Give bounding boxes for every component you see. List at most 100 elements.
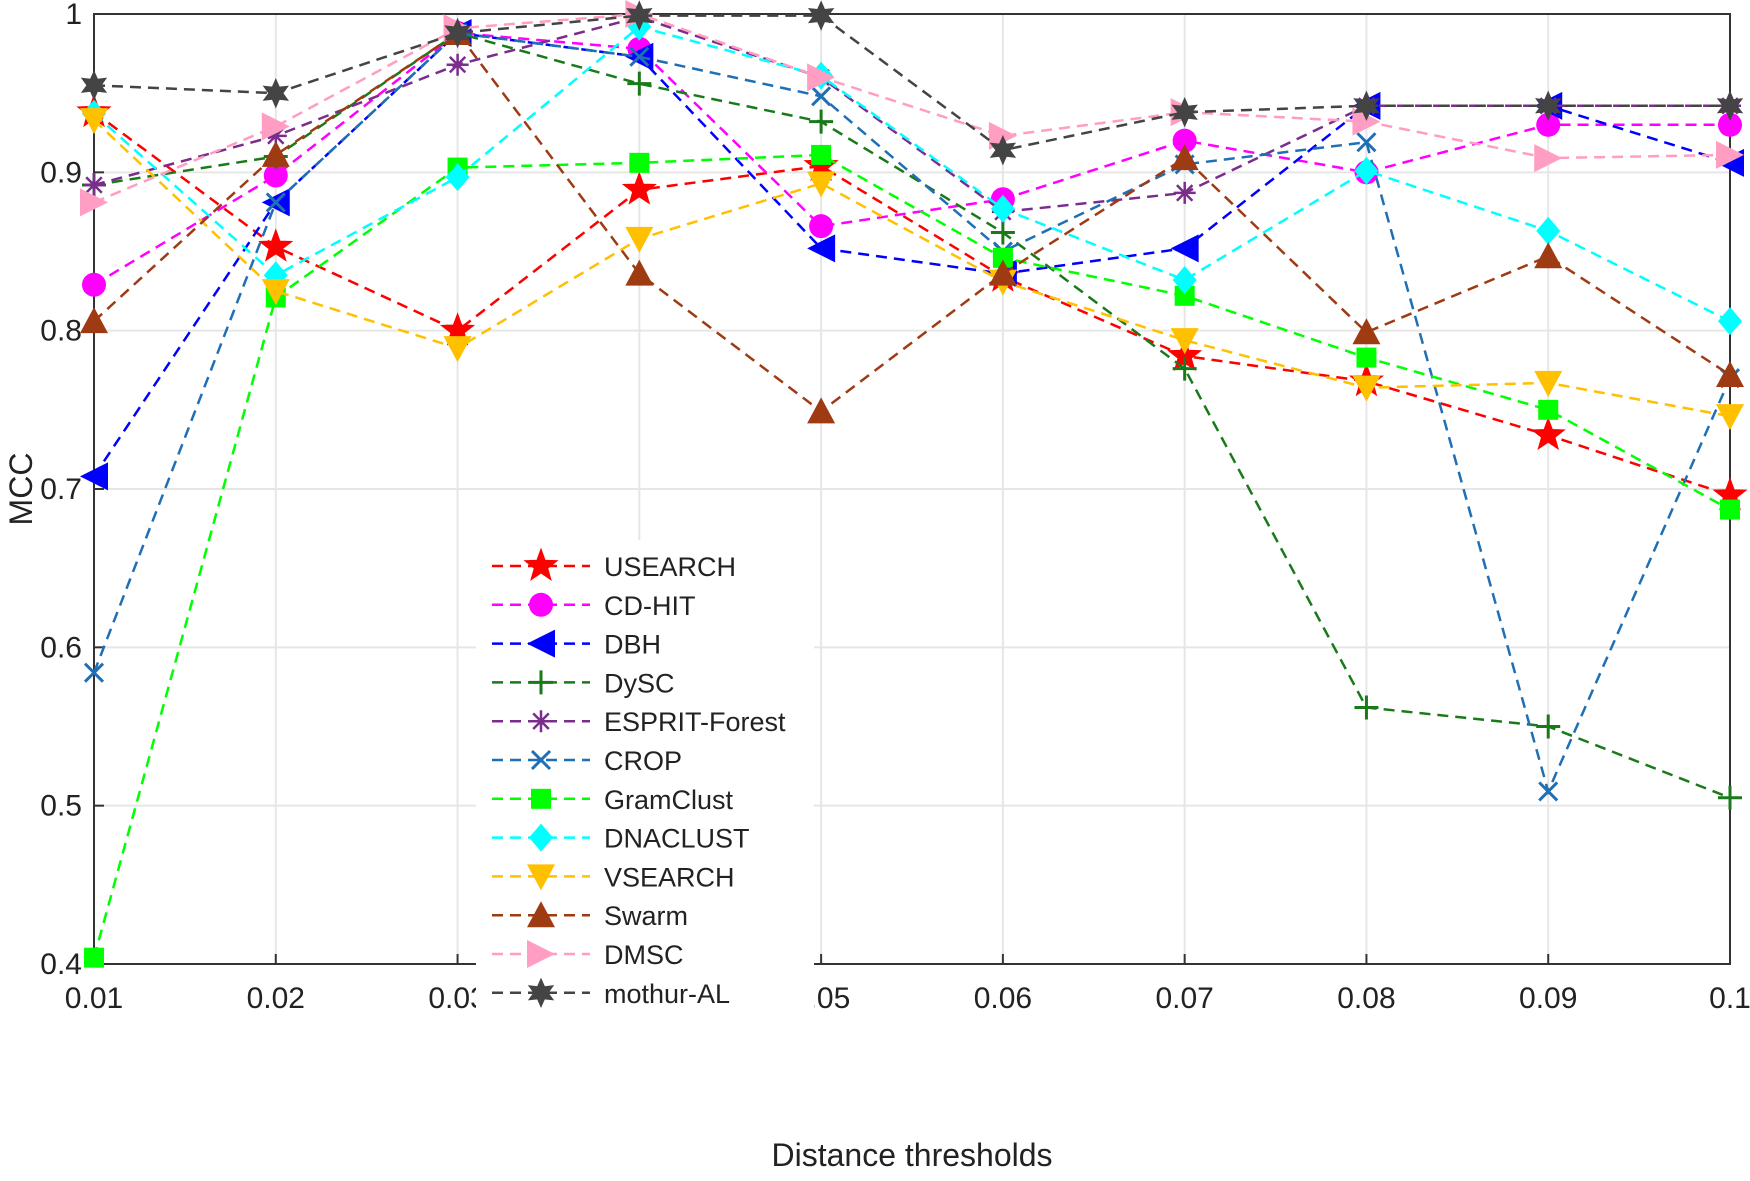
legend-label: CD-HIT [604,591,695,621]
legend-marker [527,629,555,658]
legend-label: VSEARCH [604,862,735,892]
series-swarm [80,19,1744,424]
series-line-usearch [93,111,1731,497]
data-point-dysc [1172,356,1197,381]
y-tick-label: 0.5 [40,790,82,823]
legend-item-dysc: DySC [492,668,675,698]
legend-label: CROP [604,746,682,776]
y-tick-label: 0.4 [40,948,82,981]
data-point-crop [811,86,832,107]
x-tick-label: 0.1 [1709,982,1750,1015]
legend-item-usearch: USEARCH [492,547,736,582]
series-line-mothur-al [93,14,1730,152]
legend-item-crop: CROP [492,746,682,776]
legend-label: mothur-AL [604,979,730,1009]
legend-label: USEARCH [604,552,736,582]
y-axis-label: MCC [3,453,39,526]
legend-item-vsearch: VSEARCH [492,862,735,892]
data-point-dnaclust [990,194,1015,223]
data-point-mothur-al [444,17,471,49]
legend-item-gramclust: GramClust [492,785,734,815]
legend: USEARCH CD-HIT DBH DySC ESPRIT-Forest CROP Gra… [476,540,814,1030]
legend-label: DMSC [604,940,684,970]
data-point-dmsc [1534,144,1563,173]
data-point-mothur-al [1171,96,1198,128]
data-point-crop [265,192,286,213]
data-point-dmsc [1716,140,1744,169]
data-point-mothur-al [80,70,108,101]
data-point-cd-hit [1718,112,1742,137]
data-point-gramclust [811,144,832,165]
legend-label: GramClust [604,785,734,815]
y-tick-label: 1 [65,0,82,31]
data-point-dmsc [80,188,108,217]
data-point-dysc [1718,785,1742,810]
data-point-crop [83,662,105,683]
data-point-swarm [807,397,836,424]
data-series [76,0,1748,968]
data-point-gramclust [1720,499,1740,520]
legend-label: DBH [604,630,661,660]
data-point-crop [1538,781,1559,802]
legend-label: DNACLUST [604,824,750,854]
data-point-esprit-forest [83,174,105,196]
y-tick-label: 0.9 [40,156,82,189]
data-point-vsearch [443,336,472,363]
legend-item-dmsc: DMSC [492,940,684,970]
data-point-mothur-al [1716,90,1744,122]
data-point-mothur-al [807,0,835,31]
legend-marker [529,823,553,852]
series-line-dnaclust [93,25,1731,323]
data-point-gramclust [1538,399,1559,420]
y-tick-label: 0.6 [40,631,82,664]
data-point-usearch [1530,416,1566,451]
data-point-vsearch [625,226,654,253]
data-point-usearch [258,228,294,262]
legend-marker [529,592,553,617]
data-point-dbh [80,462,108,491]
data-point-gramclust [84,947,104,968]
data-point-swarm [80,307,108,334]
x-tick-label: 0.01 [65,982,123,1015]
data-point-cd-hit [1172,128,1197,153]
legend-label: DySC [604,668,675,698]
series-line-vsearch [93,119,1731,418]
legend-marker [527,977,555,1009]
legend-marker [527,940,555,968]
data-point-mothur-al [626,0,653,31]
legend-item-esprit-forest: ESPRIT-Forest [492,707,786,737]
series-line-dysc [93,31,1731,799]
data-point-cd-hit [263,163,288,188]
legend-item-swarm: Swarm [492,901,688,931]
legend-marker [527,901,555,928]
data-point-vsearch [1534,370,1563,397]
data-point-dnaclust [1718,307,1742,336]
series-line-cd-hit [93,31,1730,286]
series-line-dmsc [93,12,1731,204]
legend-marker [523,547,559,581]
series-dysc [82,21,1742,810]
y-tick-label: 0.7 [40,473,82,506]
data-point-gramclust [1174,285,1195,306]
data-point-esprit-forest [264,124,287,147]
data-point-mothur-al [1353,90,1380,122]
data-point-swarm [1170,144,1199,171]
data-point-vsearch [1170,328,1199,355]
legend-marker [529,670,553,695]
data-point-cd-hit [1536,112,1561,137]
data-point-dnaclust [1536,216,1561,245]
data-point-swarm [1352,318,1381,345]
data-point-vsearch [1716,404,1744,431]
data-point-dysc [990,220,1015,245]
data-point-dbh [1170,234,1199,263]
data-point-vsearch [80,108,108,135]
data-point-dnaclust [1354,156,1379,185]
data-point-crop [1356,132,1377,153]
data-point-dbh [807,234,836,263]
series-mothur-al [80,0,1744,166]
x-tick-label: 0.08 [1337,982,1395,1015]
legend-marker [530,710,552,733]
series-line-gramclust [92,153,1731,959]
